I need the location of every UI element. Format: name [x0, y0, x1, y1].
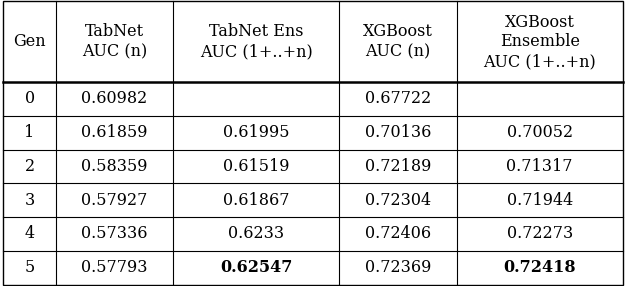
Text: 0.61867: 0.61867: [223, 192, 290, 209]
Text: 0.62547: 0.62547: [220, 259, 292, 276]
Text: 0.71317: 0.71317: [506, 158, 573, 175]
Text: 0.61995: 0.61995: [223, 124, 290, 141]
Text: TabNet
AUC (n): TabNet AUC (n): [82, 23, 147, 60]
Text: 2: 2: [24, 158, 34, 175]
Text: 0.72189: 0.72189: [365, 158, 431, 175]
Text: XGBoost
AUC (n): XGBoost AUC (n): [363, 23, 433, 60]
Text: 0.57336: 0.57336: [81, 225, 148, 243]
Text: 0.72369: 0.72369: [365, 259, 431, 276]
Text: 0.72304: 0.72304: [365, 192, 431, 209]
Text: 0.58359: 0.58359: [81, 158, 148, 175]
Text: 0.72406: 0.72406: [365, 225, 431, 243]
Text: 0.67722: 0.67722: [365, 90, 431, 108]
Text: 0.57927: 0.57927: [81, 192, 148, 209]
Text: 5: 5: [24, 259, 34, 276]
Text: 0.61859: 0.61859: [81, 124, 148, 141]
Text: TabNet Ens
AUC (1+..+n): TabNet Ens AUC (1+..+n): [200, 23, 313, 60]
Text: 0.61519: 0.61519: [223, 158, 290, 175]
Text: 0.70052: 0.70052: [506, 124, 573, 141]
Text: 4: 4: [24, 225, 34, 243]
Text: 0.60982: 0.60982: [81, 90, 148, 108]
Text: 0.57793: 0.57793: [81, 259, 148, 276]
Text: 0.72418: 0.72418: [503, 259, 576, 276]
Text: 0.70136: 0.70136: [365, 124, 431, 141]
Text: 0.6233: 0.6233: [228, 225, 284, 243]
Text: Gen: Gen: [13, 33, 46, 50]
Text: XGBoost
Ensemble
AUC (1+..+n): XGBoost Ensemble AUC (1+..+n): [483, 14, 596, 70]
Text: 1: 1: [24, 124, 34, 141]
Text: 0: 0: [24, 90, 34, 108]
Text: 0.71944: 0.71944: [506, 192, 573, 209]
Text: 3: 3: [24, 192, 34, 209]
Text: 0.72273: 0.72273: [506, 225, 573, 243]
